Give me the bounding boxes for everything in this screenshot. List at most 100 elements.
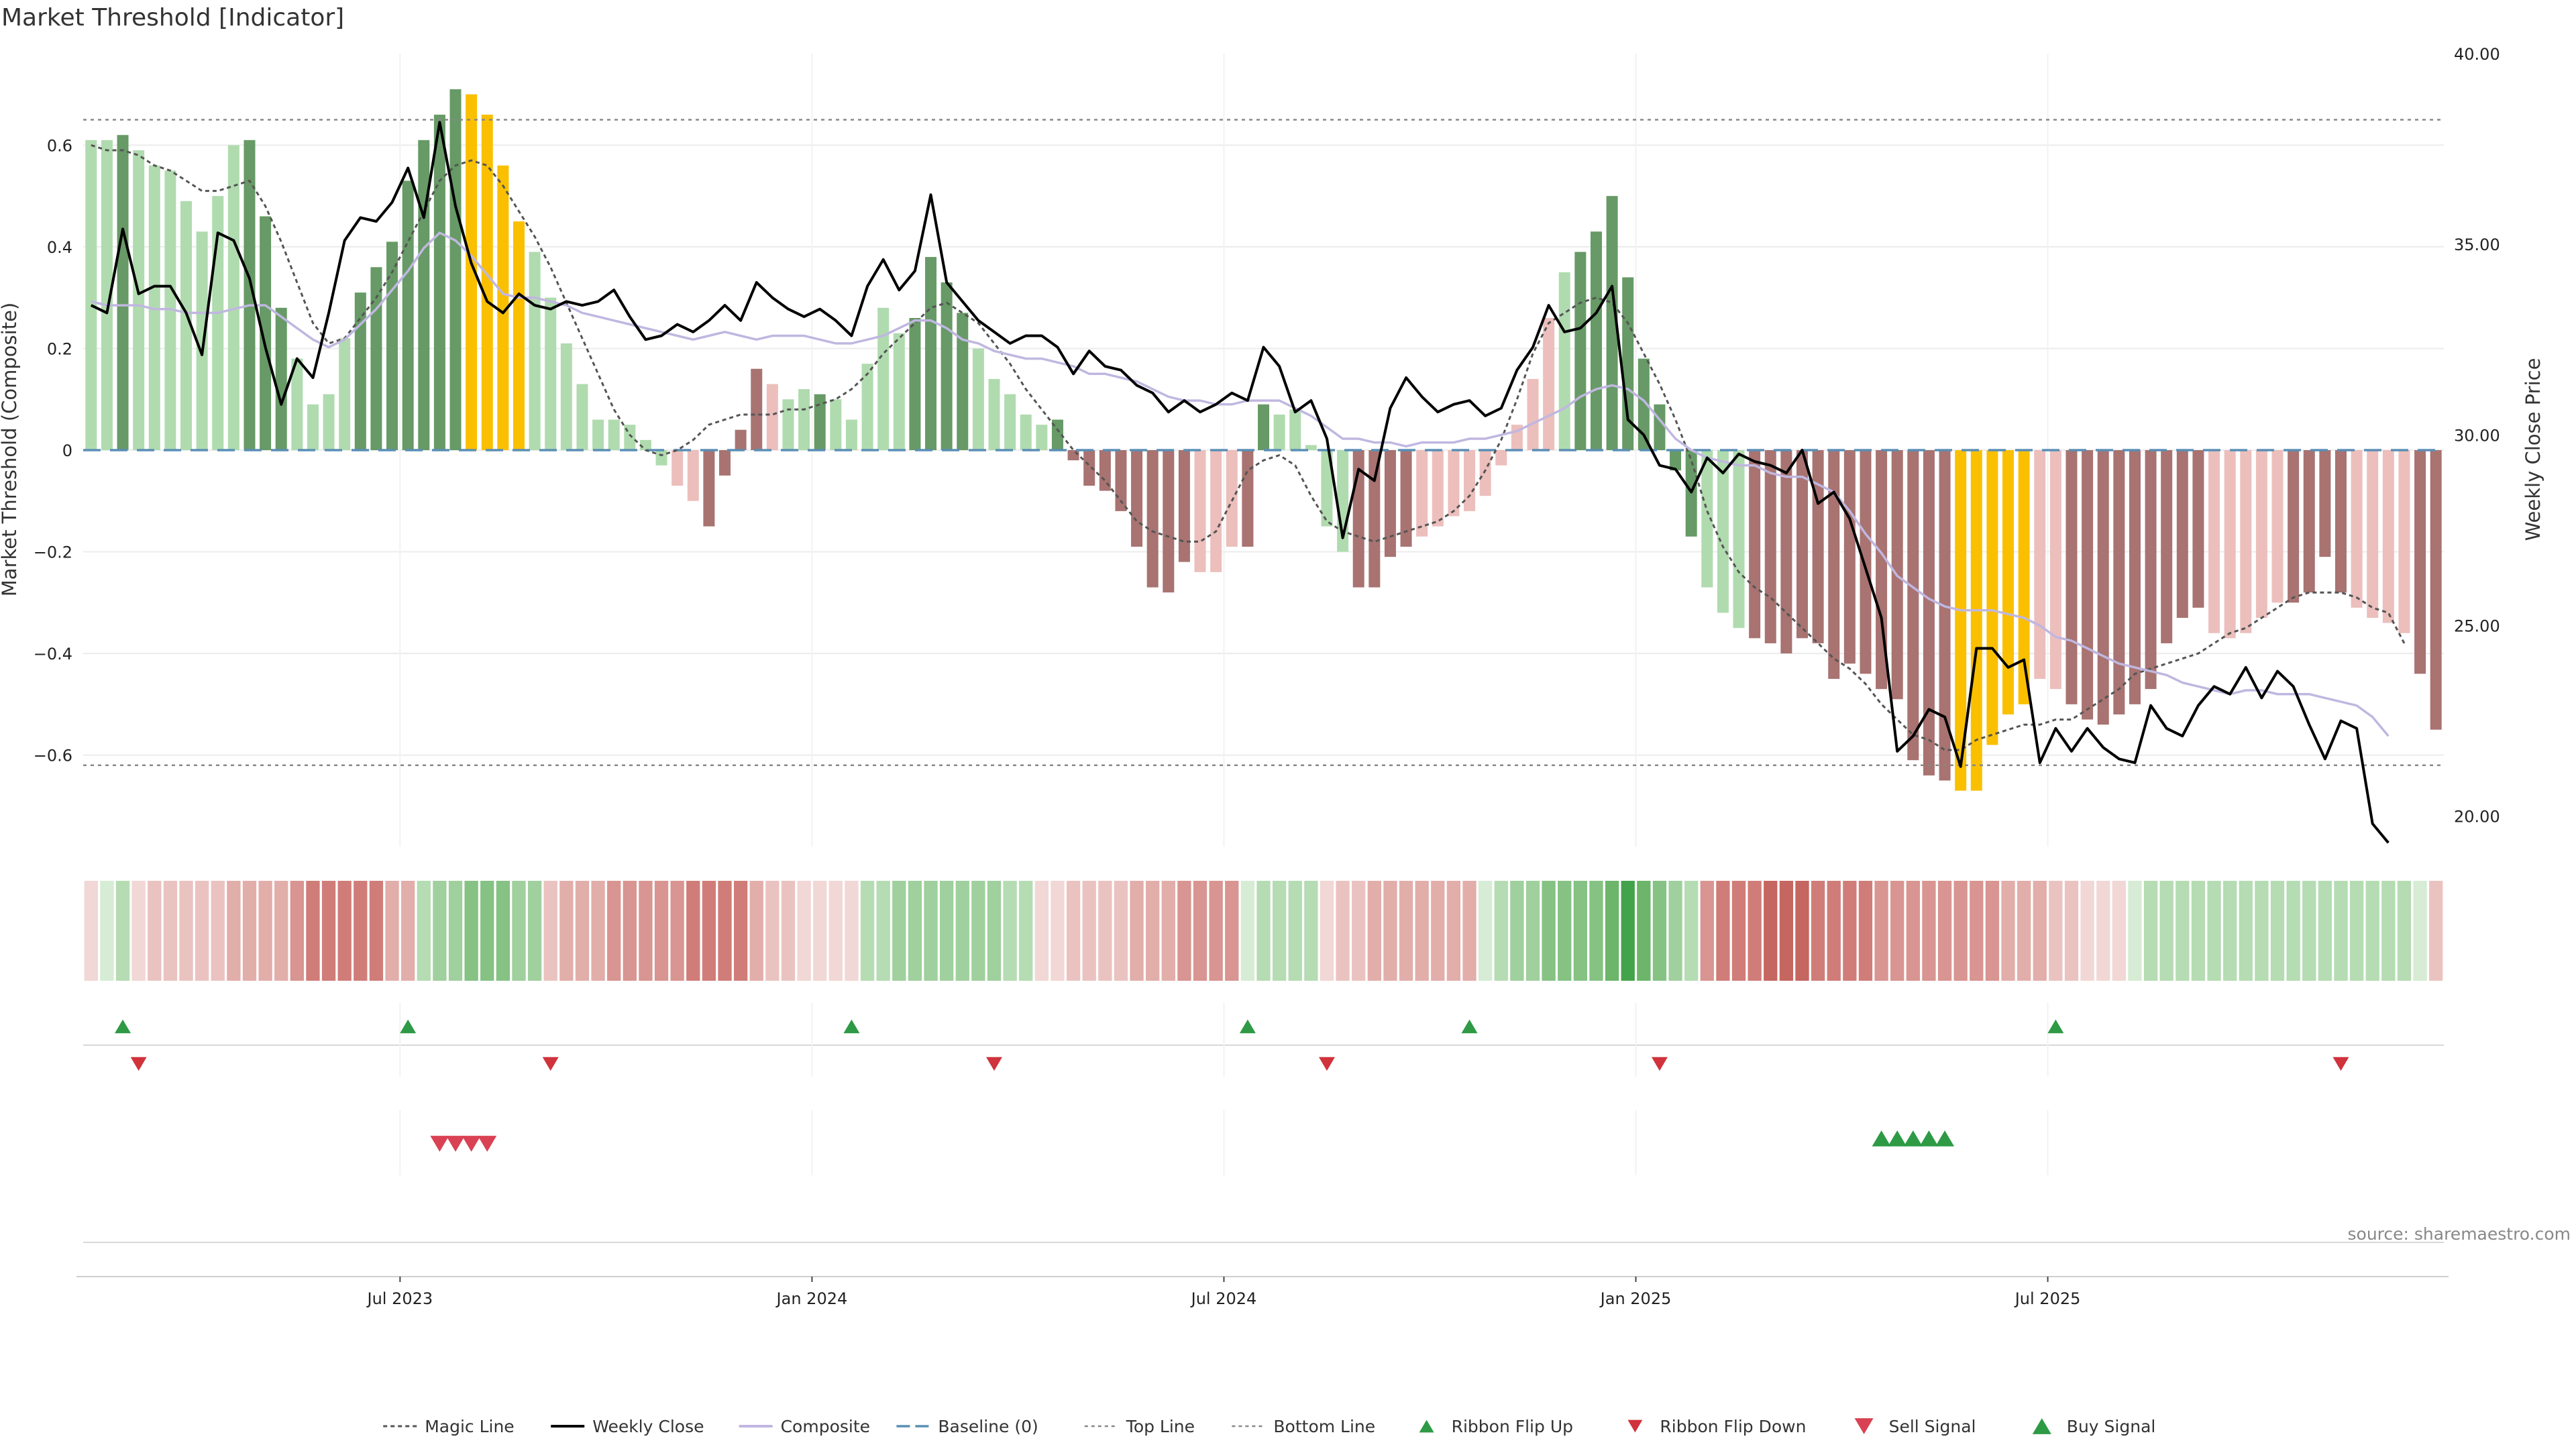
ribbon-cell [417,881,431,981]
ribbon-cell [1320,881,1334,981]
composite-bar [529,252,541,450]
ribbon-cell [1970,881,1984,981]
ribbon-cell [1352,881,1366,981]
composite-bar [1194,450,1206,572]
composite-bar [751,368,763,450]
ribbon-cell [1415,881,1429,981]
ribbon-cell [2318,881,2332,981]
composite-bar [1780,450,1792,654]
sell-signal-marker [430,1136,449,1152]
composite-bar [1764,450,1776,643]
ribbon-cell [2365,881,2379,981]
composite-bar [1558,272,1570,450]
ribbon-cell [924,881,938,981]
ribbon-flip-panel [83,1003,2444,1077]
ribbon-cell [2255,881,2269,981]
ribbon-cell [1034,881,1049,981]
composite-bar [1146,450,1159,588]
ribbon-flip-down-marker [130,1057,147,1071]
composite-bar [1828,450,1840,679]
ribbon-cell [2001,881,2015,981]
ribbon-cell [1573,881,1588,981]
ribbon-cell [1431,881,1445,981]
composite-bar [164,170,176,450]
legend-item-close: Weekly Close [551,1417,704,1436]
ribbon-cell [2381,881,2396,981]
composite-bar [1321,450,1333,527]
x-axis: Jul 2023 Jan 2024 Jul 2024 Jan 2025 Jul 2025 [76,1276,2449,1308]
ribbon-cell [845,881,859,981]
composite-bar [2065,450,2078,704]
ribbon-cell [1684,881,1699,981]
ribbon-cell [1177,881,1191,981]
legend-item-flipdown: Ribbon Flip Down [1627,1417,1806,1436]
ribbon-cell [623,881,637,981]
reference-lines [83,119,2444,767]
ribbon-cell [448,881,463,981]
ribbon-cell [1051,881,1065,981]
ribbon-cell [1605,881,1619,981]
composite-bar [2034,450,2046,679]
ribbon-cell [1525,881,1540,981]
composite-bar [1131,450,1143,547]
composite-bar [639,439,651,450]
ribbon-cell [1731,881,1746,981]
ribbon-flip-down-marker [986,1057,1003,1071]
composite-bar [608,419,620,450]
composite-bar [909,318,921,450]
ribbon-cell [131,881,146,981]
legend-label: Buy Signal [2067,1417,2156,1436]
composite-bar [2367,450,2379,619]
composite-bar [2351,450,2363,608]
ribbon-cell [797,881,811,981]
ribbon-cell [385,881,399,981]
composite-bar [2255,450,2267,619]
composite-bar [845,419,857,450]
ribbon-cell [2270,881,2285,981]
magic-line [91,144,2406,751]
right-tick-label: 40.00 [2454,45,2500,64]
ribbon-cell [163,881,178,981]
composite-bar [354,292,366,450]
composite-bar [655,450,667,466]
ribbon-cell [1874,881,1888,981]
ribbon-cell [1858,881,1873,981]
ribbon-cell [749,881,763,981]
composite-bar [196,231,208,450]
legend-label: Magic Line [425,1417,515,1436]
left-tick-label: 0.6 [47,136,72,155]
composite-bar [1464,450,1476,511]
signal-ribbon [84,881,2443,981]
legend-label: Ribbon Flip Up [1452,1417,1573,1436]
composite-bar [1210,450,1222,572]
buy-signal-marker [1888,1130,1907,1146]
composite-bar [1036,425,1048,450]
composite-bar [1796,450,1808,639]
composite-bar [1860,450,1872,674]
ribbon-cell [527,881,542,981]
composite-bar [941,282,953,450]
composite-bar [1368,450,1381,588]
ribbon-cell [258,881,272,981]
composite-bar [1955,450,1967,791]
ribbon-cell [2064,881,2079,981]
composite-bar [1970,450,1982,791]
ribbon-cell [2128,881,2142,981]
composite-bar [339,338,351,450]
legend-item-magic: Magic Line [383,1417,515,1436]
ribbon-cell [100,881,114,981]
composite-bar [877,307,890,450]
ribbon-cell [1399,881,1413,981]
composite-bar [2288,450,2300,603]
composite-bar [133,150,145,450]
right-axis-label: Weekly Close Price [2522,358,2544,541]
legend-label: Weekly Close [592,1417,704,1436]
ribbon-cell [1985,881,2000,981]
ribbon-cell [1383,881,1397,981]
composite-bar [735,429,747,450]
ribbon-cell [2049,881,2063,981]
composite-bar [2049,450,2061,690]
composite-bar [592,419,604,450]
composite-bar [1986,450,1998,745]
